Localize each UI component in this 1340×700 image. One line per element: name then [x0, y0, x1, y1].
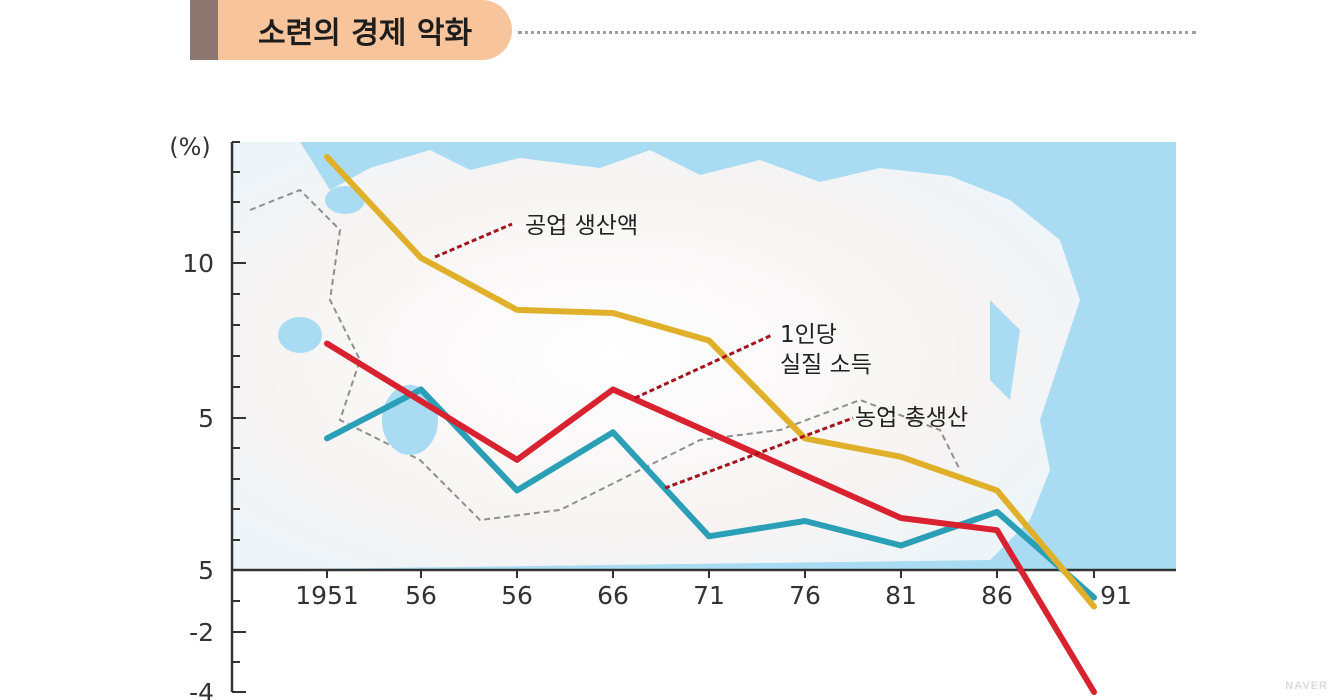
map-background — [232, 142, 1176, 570]
series-line — [324, 153, 1097, 610]
title-dotted-divider — [518, 31, 1196, 34]
page-title: 소련의 경제 악화 — [218, 0, 512, 60]
y-tick-label: 5 — [198, 556, 214, 585]
x-tick-label: 56 — [405, 581, 437, 610]
title-banner: 소련의 경제 악화 — [190, 0, 520, 60]
x-tick-label: 86 — [981, 581, 1013, 610]
series-label: 1인당 — [780, 322, 837, 348]
x-tick-label: 1951 — [295, 581, 359, 610]
label-leader-line — [434, 222, 513, 259]
naver-watermark: NAVER — [1285, 680, 1328, 692]
x-tick-label: 66 — [597, 581, 629, 610]
x-tick-label: 81 — [885, 581, 917, 610]
y-tick-label: -4 — [189, 678, 214, 700]
x-tick-label: 76 — [789, 581, 821, 610]
y-tick-label: -2 — [189, 618, 214, 647]
y-unit-label: (%) — [169, 133, 211, 161]
x-tick-label: 71 — [693, 581, 725, 610]
series-label: 공업 생산액 — [525, 213, 638, 239]
x-tick-label: 91 — [1100, 581, 1132, 610]
y-tick-label: 10 — [182, 249, 214, 278]
series-label: 실질 소득 — [780, 352, 872, 378]
x-tick-label: 56 — [501, 581, 533, 610]
chart-axes: (%) 10 5 5 -2 -4 1951 56 56 66 71 76 81 86 91 — [169, 133, 1176, 700]
label-leader-line — [634, 333, 773, 400]
y-tick-label: 5 — [198, 404, 214, 433]
label-leader-line — [664, 416, 854, 490]
series-label: 농업 총생산 — [855, 405, 968, 431]
title-accent-bar — [190, 0, 218, 60]
